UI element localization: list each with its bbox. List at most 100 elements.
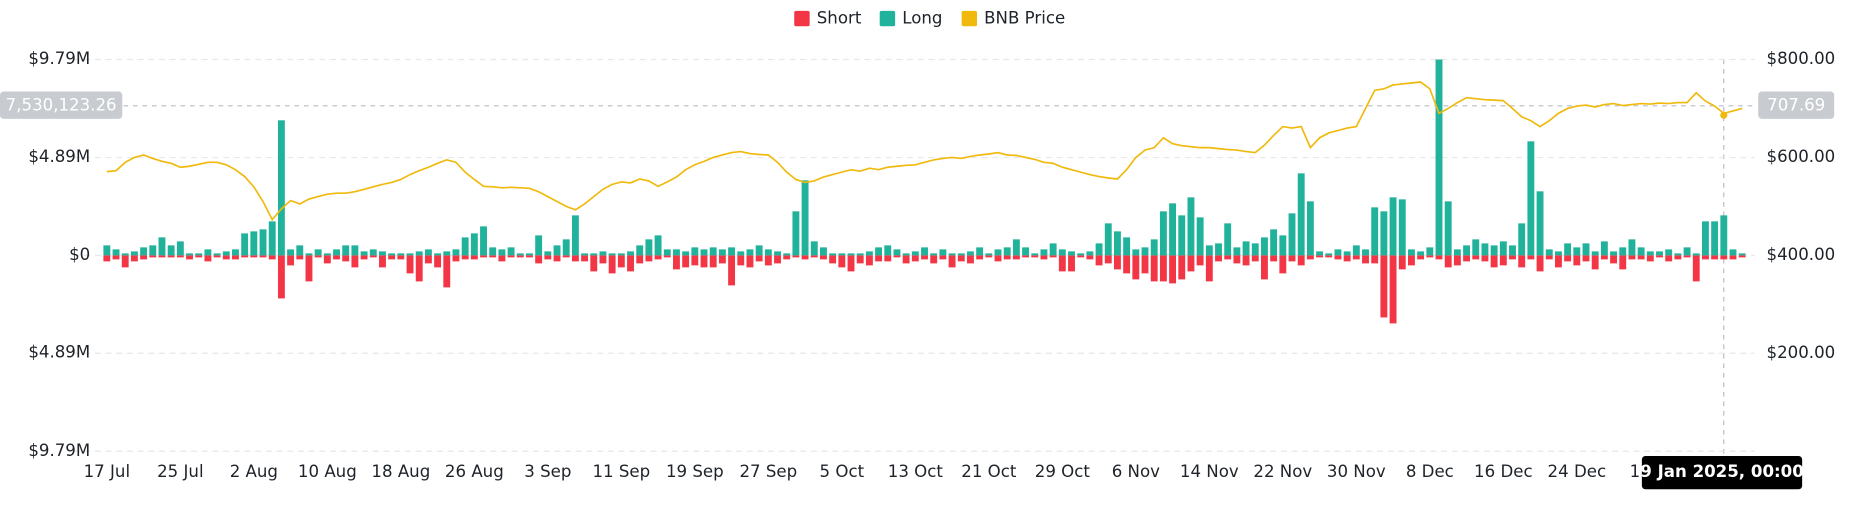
bar — [994, 255, 1002, 262]
y-tick-label: $9.79M — [28, 441, 90, 460]
bar — [498, 249, 506, 256]
bar — [1444, 255, 1452, 268]
bar — [1637, 255, 1645, 260]
bar — [976, 255, 984, 260]
bar — [1306, 201, 1314, 256]
bar — [167, 255, 175, 258]
x-tick-label: 8 Dec — [1406, 462, 1454, 481]
bar — [213, 255, 221, 258]
bar — [195, 253, 203, 256]
bar — [1610, 255, 1618, 264]
bar — [700, 255, 708, 268]
bar — [149, 255, 157, 258]
bar — [1646, 251, 1654, 256]
bar — [1380, 211, 1388, 256]
bar — [1068, 251, 1075, 256]
bar — [112, 255, 120, 260]
bar — [1619, 255, 1627, 270]
bar — [241, 255, 249, 258]
bar — [1123, 255, 1131, 274]
bar — [222, 255, 230, 260]
bar — [1040, 249, 1048, 256]
bar — [902, 253, 910, 256]
bar — [1637, 247, 1645, 256]
x-tick-label: 30 Nov — [1327, 462, 1386, 481]
bar — [1233, 247, 1241, 256]
bar — [342, 255, 350, 262]
bar — [553, 245, 561, 256]
bar — [1573, 255, 1581, 266]
bar — [948, 253, 956, 256]
bar — [158, 255, 166, 258]
bar — [673, 255, 680, 270]
bar — [838, 253, 846, 256]
bar — [323, 255, 331, 264]
bar — [314, 249, 322, 256]
bar — [1564, 255, 1572, 262]
bar — [369, 255, 377, 258]
bar — [1187, 255, 1195, 272]
bar — [1545, 249, 1553, 256]
bar — [967, 251, 974, 256]
bar — [388, 253, 396, 256]
bar — [1095, 243, 1103, 256]
bar — [599, 251, 607, 256]
bar — [1261, 237, 1268, 256]
bar — [985, 255, 993, 258]
bar — [406, 253, 414, 256]
bar — [1114, 255, 1121, 270]
bar — [544, 251, 552, 256]
bar — [893, 255, 901, 258]
bar — [1729, 249, 1737, 256]
bar — [1205, 255, 1213, 282]
bar — [820, 247, 827, 256]
bar — [1554, 251, 1562, 256]
bar — [1426, 247, 1434, 256]
x-tick-label: 16 Dec — [1474, 462, 1533, 481]
x-tick-label: 26 Aug — [445, 462, 504, 481]
bar — [737, 255, 745, 266]
bar — [158, 237, 166, 256]
bar — [829, 255, 837, 264]
bar — [985, 253, 993, 256]
bar — [792, 211, 800, 256]
bar — [810, 241, 818, 256]
bar — [921, 255, 928, 260]
bar — [507, 247, 515, 256]
bar — [1646, 255, 1654, 262]
bar — [673, 249, 680, 256]
bar — [1591, 255, 1599, 270]
bar — [1306, 255, 1314, 260]
bar — [406, 255, 414, 274]
bar — [461, 237, 469, 256]
bar — [847, 253, 855, 256]
bar — [452, 255, 460, 262]
bar — [829, 253, 837, 256]
bar — [415, 251, 423, 256]
bar — [1215, 255, 1222, 262]
bar — [213, 253, 221, 256]
bar — [1674, 255, 1682, 260]
bar — [746, 249, 754, 256]
crosshair-y-box — [0, 91, 123, 119]
bar — [434, 255, 442, 268]
bar — [691, 247, 699, 256]
bar — [1343, 255, 1351, 262]
legend-swatch — [879, 10, 896, 27]
x-tick-label: 3 Sep — [524, 462, 571, 481]
bar — [976, 247, 984, 256]
bar — [1591, 251, 1599, 256]
bar — [121, 255, 129, 268]
bar — [250, 231, 258, 256]
bar — [1224, 255, 1232, 260]
bar — [1720, 215, 1728, 256]
bar — [1141, 247, 1149, 256]
bar — [112, 249, 120, 256]
bar — [1408, 255, 1415, 266]
bar — [443, 251, 451, 256]
bar — [222, 251, 230, 256]
x-tick-label: 14 Nov — [1180, 462, 1239, 481]
bar — [544, 255, 552, 260]
bar — [1251, 243, 1259, 256]
